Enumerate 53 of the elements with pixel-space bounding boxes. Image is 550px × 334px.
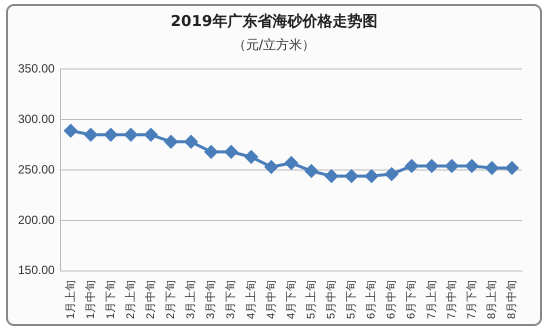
y-tick-label: 350.00 <box>18 62 56 76</box>
point <box>124 128 138 142</box>
x-tick-label: 4月中旬 <box>264 280 278 320</box>
x-tick-label: 5月下旬 <box>346 280 358 320</box>
point <box>244 150 258 164</box>
x-tick-label: 6月下旬 <box>406 280 418 320</box>
x-tick-label: 7月中旬 <box>444 280 458 320</box>
point <box>184 135 198 148</box>
x-tick-label: 3月下旬 <box>225 280 238 320</box>
x-tick-label: 5月中旬 <box>324 280 338 320</box>
x-tick-label: 6月上旬 <box>364 280 378 320</box>
point <box>505 162 518 175</box>
point <box>324 170 338 183</box>
point <box>365 170 378 183</box>
x-tick-label: 2月中旬 <box>144 280 157 320</box>
x-tick-label: 1月下旬 <box>104 280 117 320</box>
x-tick-label: 3月上旬 <box>184 280 198 320</box>
x-tick-label: 8月中旬 <box>505 280 518 320</box>
x-tick-label: 1月上旬 <box>64 280 77 320</box>
point <box>385 168 398 181</box>
x-tick-label: 7月下旬 <box>466 280 478 320</box>
x-tick-label: 3月中旬 <box>204 280 218 320</box>
x-tick-label: 2月上旬 <box>124 280 137 320</box>
point <box>64 124 78 138</box>
point <box>284 156 298 170</box>
x-tick-label: 8月上旬 <box>484 280 498 320</box>
y-tick-label: 250.00 <box>18 162 56 176</box>
x-tick-label: 4月下旬 <box>285 280 298 320</box>
point <box>345 170 358 183</box>
point <box>304 164 318 178</box>
point <box>445 160 458 173</box>
point <box>405 160 418 173</box>
x-tick-label: 6月中旬 <box>384 280 398 320</box>
point <box>465 160 478 173</box>
x-tick-label: 7月上旬 <box>424 280 438 320</box>
point <box>224 145 238 158</box>
point <box>264 160 278 174</box>
point <box>485 162 498 175</box>
point <box>104 128 118 142</box>
point <box>84 128 98 142</box>
x-tick-label: 2月下旬 <box>165 280 178 320</box>
y-tick-label: 200.00 <box>18 212 56 227</box>
x-tick-label: 5月上旬 <box>304 280 318 320</box>
y-tick-label: 300.00 <box>18 112 56 126</box>
chart-title: 2019年广东省海砂价格走势图 <box>170 12 378 31</box>
x-tick-label: 4月上旬 <box>244 280 258 320</box>
point <box>204 145 218 158</box>
chart-subtitle: （元/立方米） <box>232 37 316 54</box>
point <box>425 160 438 173</box>
y-tick-label: 150.00 <box>18 263 56 278</box>
point <box>144 128 158 142</box>
x-tick-label: 1月中旬 <box>84 280 97 320</box>
point <box>164 135 178 148</box>
